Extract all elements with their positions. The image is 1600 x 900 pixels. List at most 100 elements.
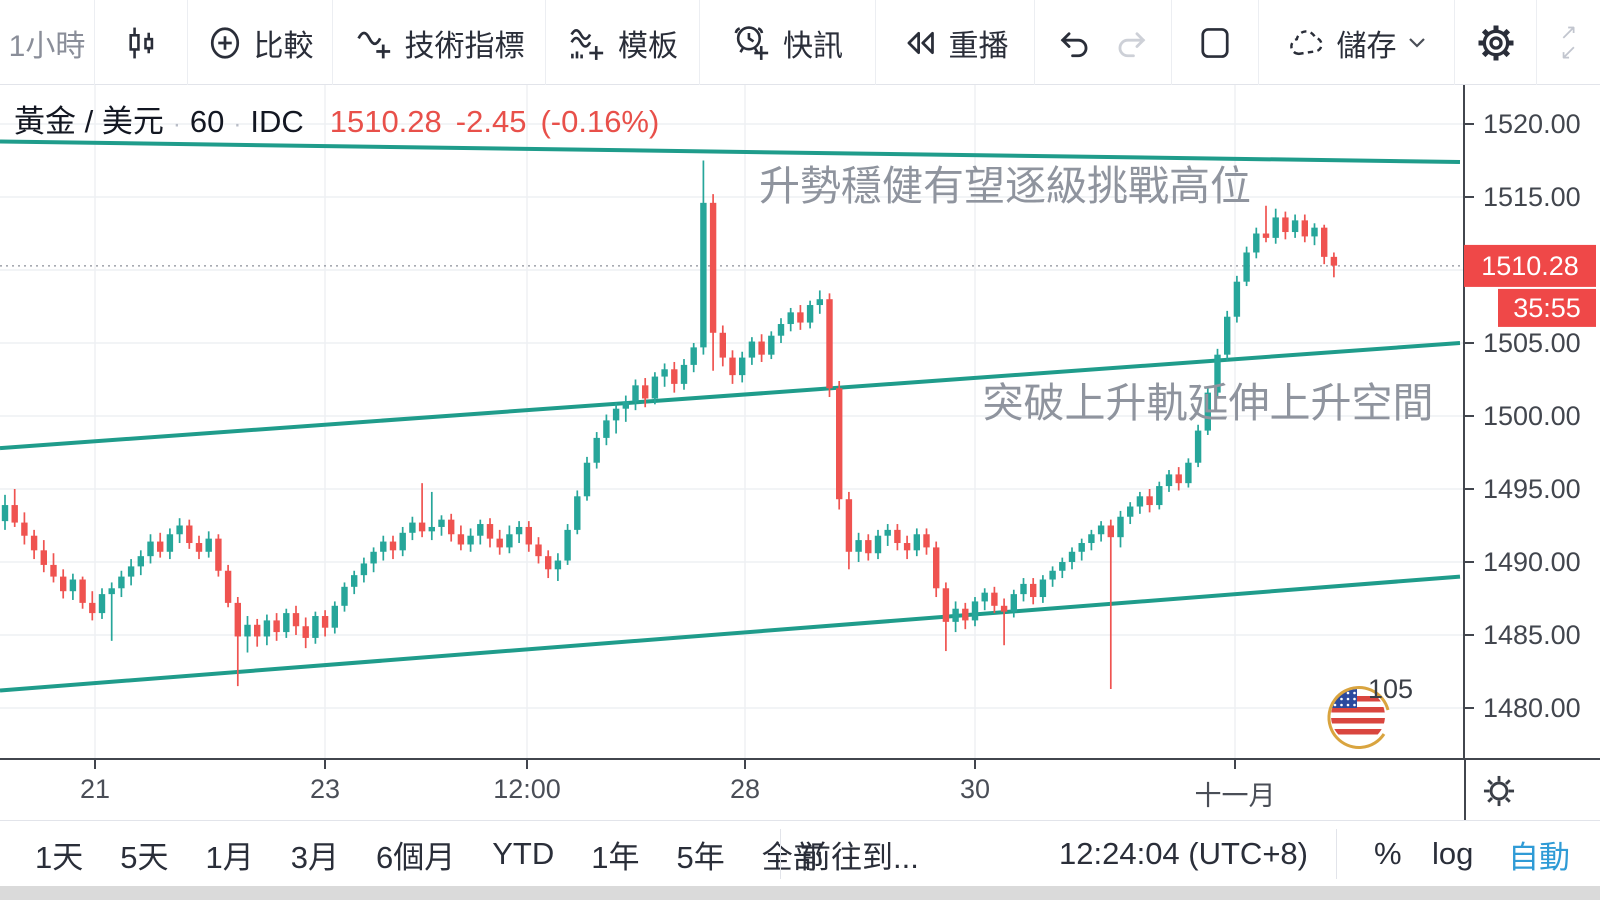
candle	[89, 591, 96, 621]
replay-icon	[907, 31, 934, 54]
symbol-exchange: IDC	[250, 104, 304, 139]
candle	[1175, 467, 1182, 491]
candle	[428, 491, 435, 541]
clock-label[interactable]: 12:24:04 (UTC+8)	[1059, 836, 1308, 871]
plus-circle-icon	[210, 26, 239, 59]
save-button[interactable]: 儲存	[1259, 0, 1455, 85]
candle	[1156, 481, 1163, 510]
time-tick	[94, 760, 96, 769]
time-tick	[744, 760, 746, 769]
svg-text:1510.28: 1510.28	[1481, 251, 1579, 281]
range-button-YTD[interactable]: YTD	[492, 836, 555, 871]
candle	[1, 494, 9, 530]
chart-type-button[interactable]	[95, 0, 188, 85]
range-button-全部[interactable]: 全部	[761, 839, 824, 875]
candle	[923, 528, 930, 555]
candle	[30, 529, 38, 560]
candle	[370, 547, 377, 573]
candle	[1330, 252, 1338, 278]
range-button-5天[interactable]: 5天	[120, 839, 169, 875]
range-button-1天[interactable]: 1天	[35, 839, 84, 875]
candle	[1224, 310, 1231, 361]
candle	[69, 573, 77, 600]
candle	[826, 293, 833, 398]
candle	[1097, 521, 1105, 542]
candle	[1185, 458, 1192, 488]
candle	[486, 518, 494, 548]
candle	[894, 524, 901, 551]
range-button-3月[interactable]: 3月	[290, 839, 339, 875]
auto-scale-button[interactable]: 自動	[1508, 839, 1570, 875]
time-axis-label: 28	[729, 774, 761, 804]
trendline[interactable]	[0, 139, 1461, 164]
range-button-1年[interactable]: 1年	[591, 839, 640, 875]
range-button-1月[interactable]: 1月	[205, 839, 254, 875]
candle	[1020, 578, 1027, 602]
candle	[312, 611, 319, 644]
top-toolbar: 1小時 比較 技術指標	[0, 0, 1600, 85]
candle	[1262, 205, 1270, 243]
candle	[739, 351, 746, 383]
trendline[interactable]	[0, 574, 1461, 693]
candle	[166, 528, 174, 560]
redo-icon[interactable]	[1115, 26, 1149, 60]
price-axis-line-extension	[1464, 760, 1466, 822]
replay-button[interactable]: 重播	[876, 0, 1035, 85]
candle	[933, 541, 940, 598]
cloud-save-icon	[1289, 29, 1323, 55]
candle	[845, 491, 853, 570]
price-axis-label: 1515.00	[1483, 182, 1581, 212]
candle	[700, 160, 707, 355]
range-buttons: 1天 5天 1月 3月 6個月 YTD 1年 5年 全部	[35, 821, 824, 887]
candle	[709, 194, 717, 371]
candle	[1088, 529, 1095, 551]
candle	[215, 534, 222, 577]
candle	[1301, 214, 1308, 243]
save-label: 儲存	[1336, 29, 1397, 63]
log-scale-button[interactable]: log	[1432, 836, 1474, 871]
range-button-6個月[interactable]: 6個月	[376, 839, 456, 875]
interval-button[interactable]: 1小時	[0, 0, 95, 85]
time-axis-label: 21	[79, 774, 111, 804]
brightness-sun-icon[interactable]	[1480, 772, 1518, 810]
candle	[1194, 424, 1202, 468]
templates-icon	[570, 28, 604, 60]
undo-icon[interactable]	[1057, 26, 1091, 60]
candle	[1165, 470, 1173, 492]
time-axis[interactable]: 21 23 12:00 28 30 十一月	[0, 758, 1600, 822]
fullscreen-button[interactable]: ↗ ↙	[1537, 0, 1600, 85]
range-button-5年[interactable]: 5年	[676, 839, 725, 875]
candle	[457, 525, 465, 551]
footer-strip	[0, 886, 1600, 900]
candle	[1233, 275, 1241, 323]
candle	[525, 521, 532, 552]
alerts-button[interactable]: 快訊	[700, 0, 876, 85]
candle	[1243, 246, 1250, 287]
candle	[1107, 519, 1114, 690]
candle	[224, 564, 232, 608]
price-axis-label: 1480.00	[1483, 693, 1581, 723]
chart-area: 升勢穩健有望逐級挑戰高位 突破上升軌延伸上升空間 105 1520.00 1515.00…	[0, 85, 1600, 758]
candle	[127, 559, 135, 586]
indicators-button[interactable]: 技術指標	[333, 0, 546, 85]
candle	[1010, 589, 1017, 618]
layout-button[interactable]	[1172, 0, 1259, 85]
goto-button[interactable]: 前往到...	[800, 839, 919, 875]
candle	[1127, 502, 1134, 525]
templates-button[interactable]: 模板	[546, 0, 700, 85]
candle	[254, 618, 261, 647]
percent-scale-button[interactable]: %	[1374, 836, 1402, 871]
candle	[1321, 224, 1328, 265]
candle	[942, 582, 950, 652]
candle	[79, 576, 86, 609]
settings-button[interactable]	[1455, 0, 1537, 85]
candlestick-series	[1, 160, 1338, 690]
symbol-legend[interactable]: 黃金 / 美元 · 60 · IDC 1510.28 -2.45 (-0.16%)	[14, 96, 673, 141]
candle	[1311, 223, 1318, 246]
candle	[777, 318, 785, 343]
candle	[409, 516, 416, 541]
compare-button[interactable]: 比較	[188, 0, 333, 85]
candle	[680, 359, 688, 390]
quote-values: 1510.28 -2.45 (-0.16%)	[330, 104, 674, 139]
